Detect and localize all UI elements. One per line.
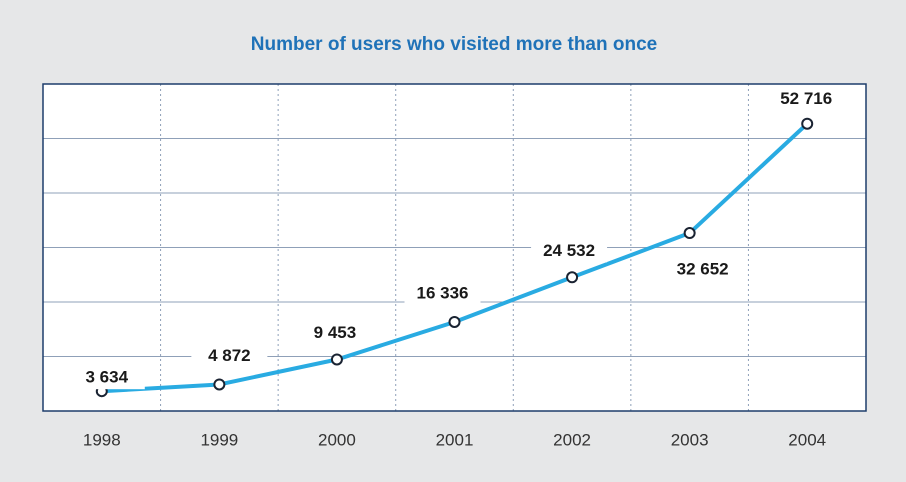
label-background: [768, 88, 845, 111]
point-marker: [448, 315, 461, 328]
data-label: 52 716: [780, 89, 832, 108]
plot-border: [42, 83, 867, 412]
point-marker: [683, 227, 696, 240]
data-label: 32 652: [677, 260, 729, 279]
x-tick-label: 2001: [436, 430, 474, 449]
label-background: [296, 322, 373, 345]
data-label: 4 872: [208, 346, 251, 365]
x-tick-label: 2004: [788, 430, 826, 449]
x-tick-label: 1998: [83, 430, 121, 449]
point-marker: [566, 271, 579, 284]
label-background: [68, 367, 145, 390]
x-tick-label: 2003: [671, 430, 709, 449]
point-marker: [330, 353, 343, 366]
point-marker: [213, 378, 226, 391]
label-background: [191, 345, 268, 368]
x-tick-label: 2002: [553, 430, 591, 449]
label-background: [664, 259, 741, 282]
data-label: 16 336: [417, 283, 469, 302]
x-tick-label: 2000: [318, 430, 356, 449]
data-label: 9 453: [314, 323, 357, 342]
data-label: 24 532: [543, 241, 595, 260]
label-background: [404, 282, 481, 305]
x-tick-label: 1999: [200, 430, 238, 449]
point-marker: [801, 117, 814, 130]
data-label: 3 634: [86, 368, 129, 387]
label-background: [531, 240, 608, 263]
chart-title: Number of users who visited more than on…: [251, 34, 657, 55]
